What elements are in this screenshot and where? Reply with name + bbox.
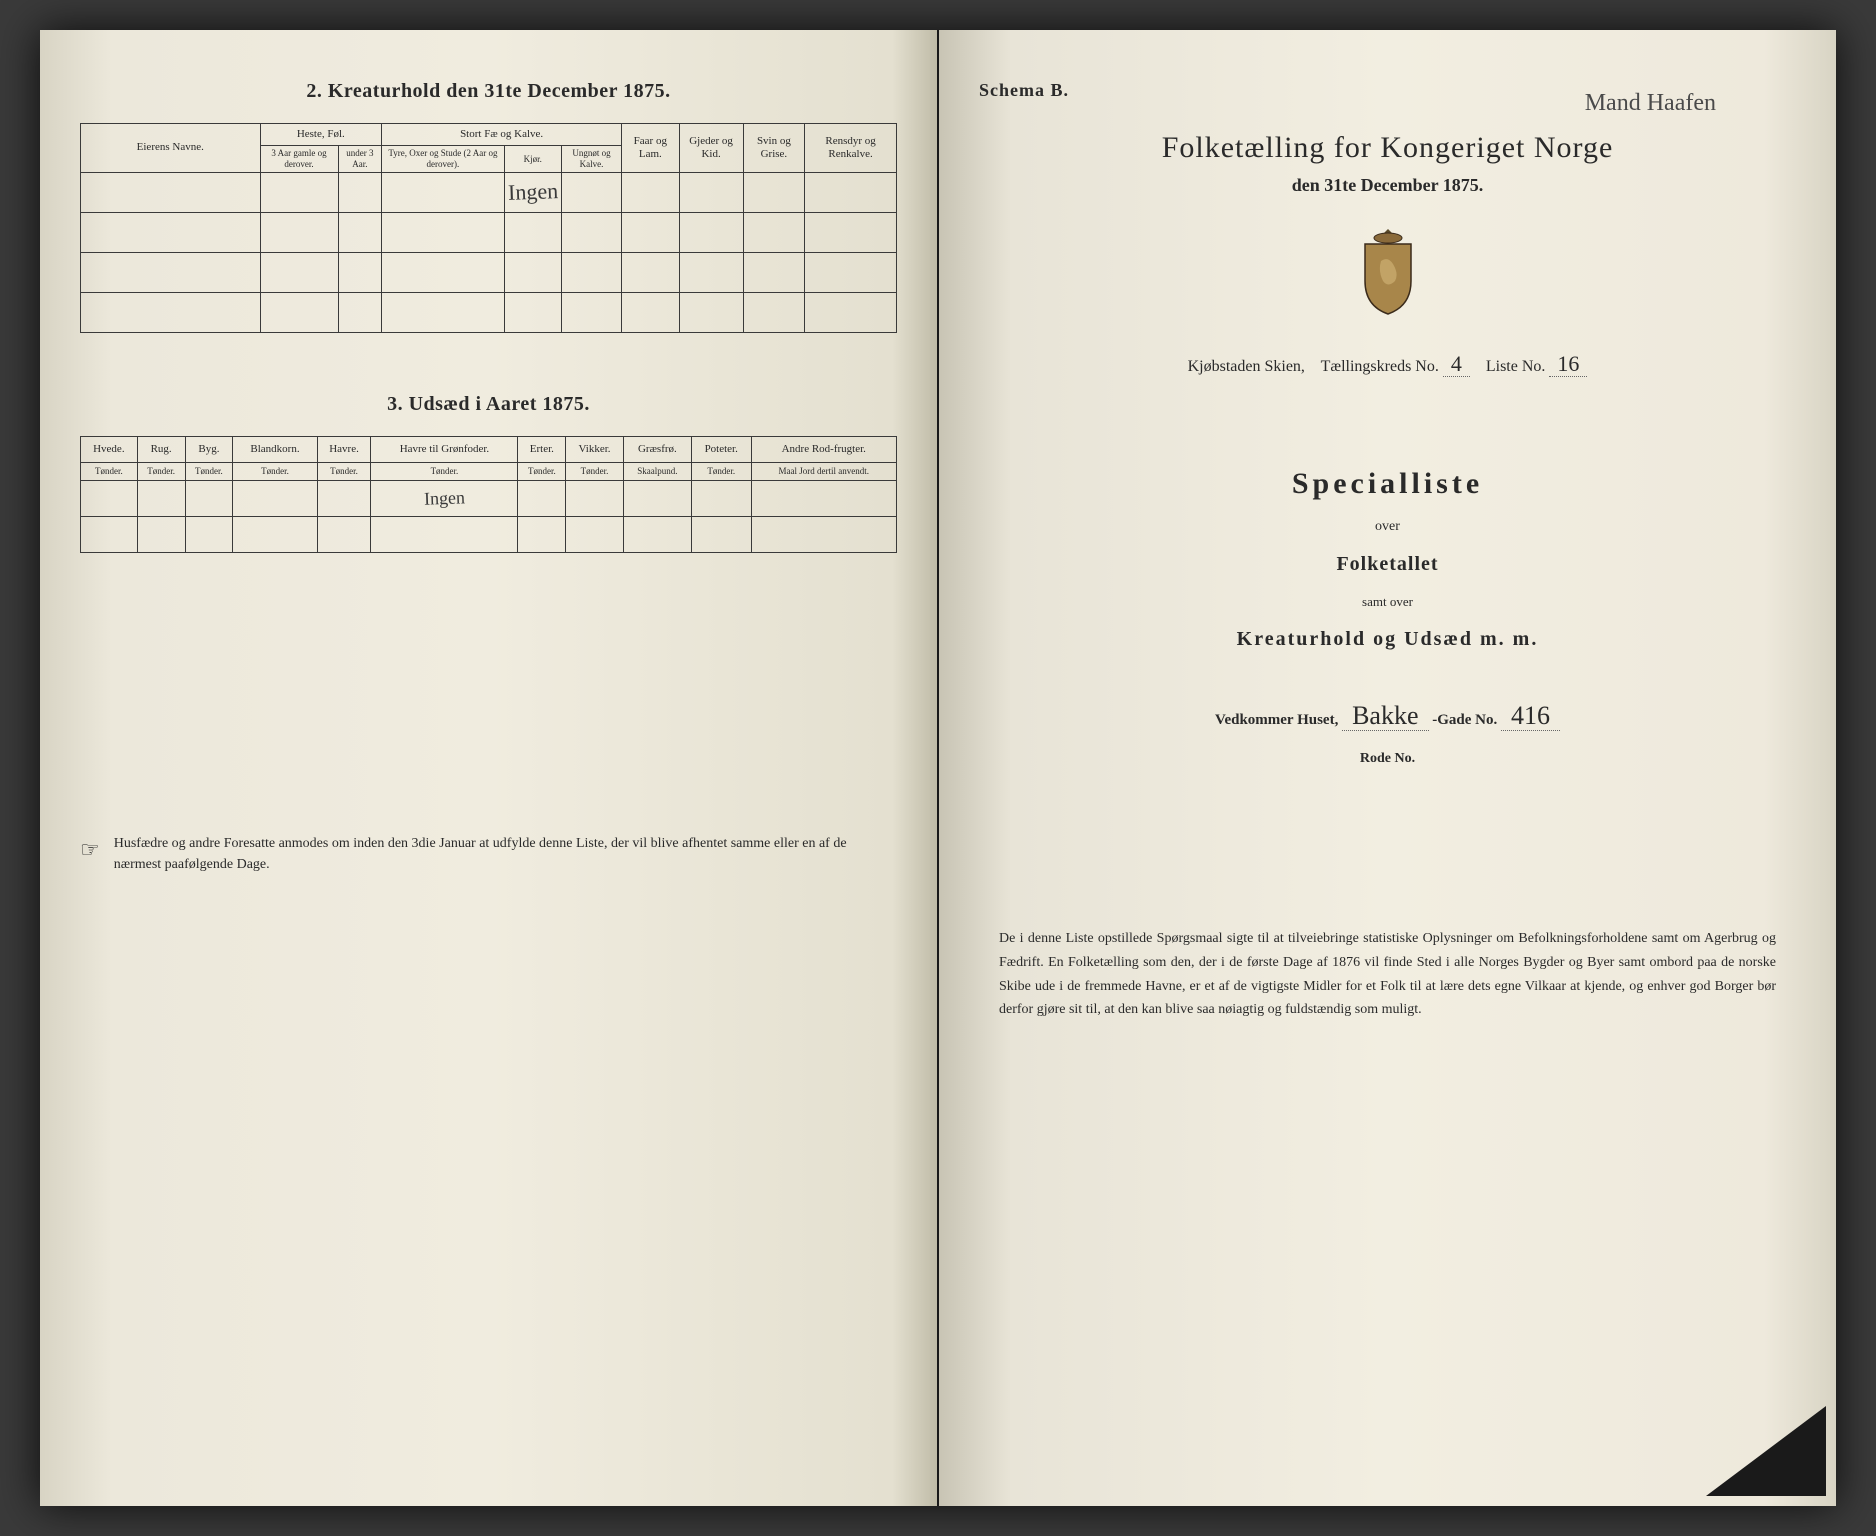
t2-u: Tønder. xyxy=(233,462,317,480)
col-svin: Svin og Grise. xyxy=(743,124,805,173)
table-row: Ingen xyxy=(81,172,897,212)
samt-label: samt over xyxy=(979,594,1796,610)
t2-h: Vikker. xyxy=(566,436,624,462)
sub-heste-2: under 3 Aar. xyxy=(338,146,382,173)
kreaturhold-table: Eierens Navne. Heste, Føl. Stort Fæ og K… xyxy=(80,123,897,333)
t2-u: Tønder. xyxy=(137,462,185,480)
t2-u: Tønder. xyxy=(81,462,138,480)
book-spread: 2. Kreaturhold den 31te December 1875. E… xyxy=(40,30,1836,1506)
table-row: Ingen xyxy=(81,480,897,516)
sub-stort-2: Kjør. xyxy=(504,146,561,173)
top-handwritten-name: Mand Haafen xyxy=(1585,90,1716,117)
col-eier: Eierens Navne. xyxy=(81,124,261,173)
t2-h: Byg. xyxy=(185,436,233,462)
t2-header-row: Hvede. Rug. Byg. Blandkorn. Havre. Havre… xyxy=(81,436,897,462)
gade-value: 416 xyxy=(1501,701,1560,731)
t2-h: Hvede. xyxy=(81,436,138,462)
t2-h: Havre til Grønfoder. xyxy=(371,436,518,462)
t2-u: Tønder. xyxy=(691,462,751,480)
handwritten-entry: Ingen xyxy=(507,178,558,206)
over-label: over xyxy=(979,519,1796,535)
col-rensdyr: Rensdyr og Renkalve. xyxy=(805,124,897,173)
t2-h: Andre Rod-frugter. xyxy=(751,436,896,462)
footnote: ☞ Husfædre og andre Foresatte anmodes om… xyxy=(80,833,897,875)
t2-u: Maal Jord dertil anvendt. xyxy=(751,462,896,480)
footnote-text: Husfædre og andre Foresatte anmodes om i… xyxy=(114,833,897,875)
liste-label: Liste No. xyxy=(1486,358,1546,375)
bottom-paragraph: De i denne Liste opstillede Spørgsmaal s… xyxy=(979,927,1796,1022)
t2-u: Skaalpund. xyxy=(623,462,691,480)
t2-u: Tønder. xyxy=(317,462,371,480)
kreds-label: Tællingskreds No. xyxy=(1321,358,1439,375)
street-name: Bakke xyxy=(1342,701,1428,731)
t2-h: Blandkorn. xyxy=(233,436,317,462)
section-2-title: 2. Kreaturhold den 31te December 1875. xyxy=(80,80,897,103)
location-row: Kjøbstaden Skien, Tællingskreds No. 4 Li… xyxy=(979,351,1796,377)
gade-label: -Gade No. xyxy=(1432,712,1497,728)
pointing-hand-icon: ☞ xyxy=(80,833,100,866)
sub-stort-3: Ungnøt og Kalve. xyxy=(561,146,621,173)
table-row xyxy=(81,212,897,252)
vedkommer-row: Vedkommer Huset, Bakke -Gade No. 416 xyxy=(979,701,1796,731)
t2-u: Tønder. xyxy=(518,462,566,480)
t2-u: Tønder. xyxy=(566,462,624,480)
t2-h: Erter. xyxy=(518,436,566,462)
section-3-title: 3. Udsæd i Aaret 1875. xyxy=(80,393,897,416)
t2-h: Poteter. xyxy=(691,436,751,462)
handwritten-entry: Ingen xyxy=(424,487,466,509)
sub-stort-1: Tyre, Oxer og Stude (2 Aar og derover). xyxy=(382,146,505,173)
table-row xyxy=(81,292,897,332)
page-corner-shadow xyxy=(1706,1406,1826,1496)
col-gjeder: Gjeder og Kid. xyxy=(679,124,743,173)
left-page: 2. Kreaturhold den 31te December 1875. E… xyxy=(40,30,939,1506)
col-group-heste: Heste, Føl. xyxy=(260,124,382,146)
sub-heste-1: 3 Aar gamle og derover. xyxy=(260,146,338,173)
udsaed-table: Hvede. Rug. Byg. Blandkorn. Havre. Havre… xyxy=(80,436,897,553)
t2-h: Rug. xyxy=(137,436,185,462)
t2-unit-row: Tønder. Tønder. Tønder. Tønder. Tønder. … xyxy=(81,462,897,480)
table-row xyxy=(81,252,897,292)
rode-label: Rode No. xyxy=(979,751,1796,767)
specialliste-title: Specialliste xyxy=(979,467,1796,501)
census-date: den 31te December 1875. xyxy=(979,175,1796,196)
liste-value: 16 xyxy=(1549,351,1587,377)
t2-h: Græsfrø. xyxy=(623,436,691,462)
table-row xyxy=(81,516,897,552)
kreds-value: 4 xyxy=(1443,351,1470,377)
census-title: Folketælling for Kongeriget Norge xyxy=(979,131,1796,165)
t2-u: Tønder. xyxy=(371,462,518,480)
t2-u: Tønder. xyxy=(185,462,233,480)
t2-h: Havre. xyxy=(317,436,371,462)
kreaturhold-label: Kreaturhold og Udsæd m. m. xyxy=(979,628,1796,651)
folketallet-label: Folketallet xyxy=(979,553,1796,576)
vedkommer-label: Vedkommer Huset, xyxy=(1215,712,1338,728)
city-label: Kjøbstaden Skien, xyxy=(1188,358,1305,375)
right-page: Schema B. Mand Haafen Folketælling for K… xyxy=(939,30,1836,1506)
coat-of-arms-icon xyxy=(979,226,1796,321)
col-group-stort: Stort Fæ og Kalve. xyxy=(382,124,622,146)
col-faar: Faar og Lam. xyxy=(622,124,679,173)
